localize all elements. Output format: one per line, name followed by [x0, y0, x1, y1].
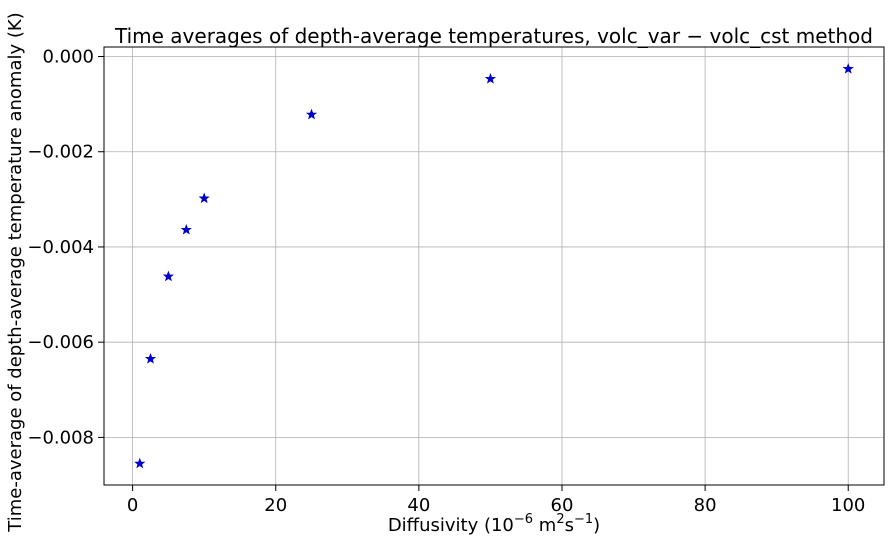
x-tick-label: 80 — [694, 495, 717, 516]
y-tick-label: −0.002 — [27, 142, 94, 163]
x-axis-label-mid: m — [533, 515, 556, 536]
x-axis-label-exp3: −1 — [574, 512, 593, 527]
y-tick-label: −0.004 — [27, 237, 94, 258]
x-axis-label-suffix: ) — [593, 515, 600, 536]
x-tick-label: 100 — [831, 495, 865, 516]
x-axis-label-prefix: Diffusivity (10 — [388, 515, 514, 536]
plot-area — [103, 46, 885, 486]
grid — [104, 47, 884, 485]
y-tick-label: 0.000 — [42, 47, 94, 68]
y-axis-label: Time-average of depth-average temperatur… — [5, 12, 26, 532]
x-axis-label-exp1: −6 — [514, 512, 533, 527]
x-axis-ticks: 0 20 40 60 80 100 — [127, 485, 865, 516]
data-point-star — [305, 108, 318, 120]
y-axis-ticks: 0.000 −0.002 −0.004 −0.006 −0.008 — [27, 47, 104, 448]
y-tick-label: −0.008 — [27, 427, 94, 448]
data-point-star — [198, 192, 210, 204]
data-point-star — [134, 457, 146, 469]
data-point-star — [180, 223, 192, 235]
data-point-star — [484, 73, 496, 84]
data-points — [134, 63, 854, 469]
x-axis-label: Diffusivity (10−6 m2s−1) — [388, 512, 600, 536]
chart-title: Time averages of depth-average temperatu… — [114, 24, 873, 48]
data-point-star — [162, 270, 174, 282]
x-tick-label: 0 — [127, 495, 138, 516]
x-axis-label-exp2: 2 — [556, 512, 564, 527]
y-tick-label: −0.006 — [27, 332, 94, 353]
x-tick-label: 20 — [264, 495, 287, 516]
x-tick-label: 60 — [551, 495, 574, 516]
data-point-star — [842, 63, 854, 74]
data-point-star — [144, 352, 157, 364]
x-tick-label: 40 — [407, 495, 430, 516]
x-axis-label-mid2: s — [565, 515, 574, 536]
